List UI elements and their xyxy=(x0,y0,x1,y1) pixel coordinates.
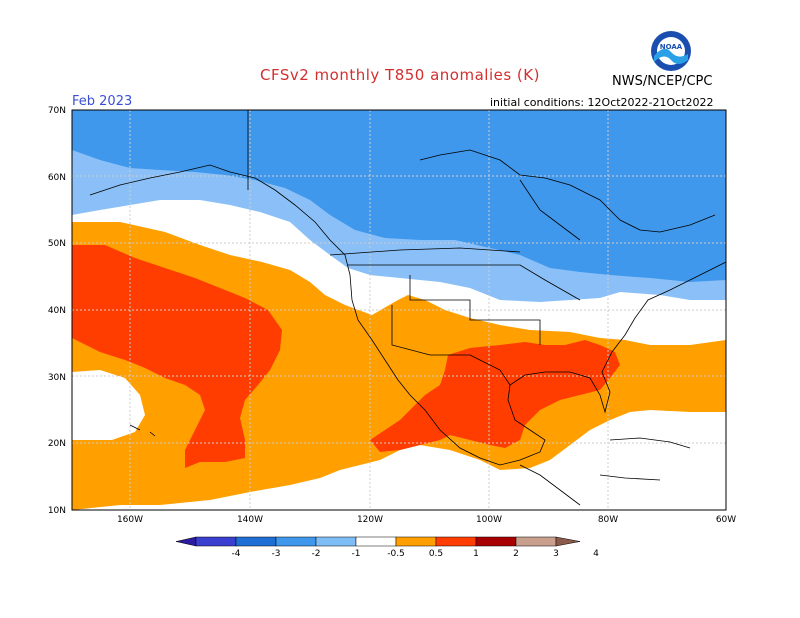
initial-conditions: initial conditions: 12Oct2022-21Oct2022 xyxy=(490,96,714,109)
warm-anomaly-red-pacific xyxy=(72,245,282,468)
lon-tick: 160W xyxy=(117,515,143,525)
lon-tick: 120W xyxy=(357,515,383,525)
cold-anomaly-mid xyxy=(72,110,726,282)
colorbar-swatch xyxy=(195,536,237,547)
colorbar-swatch xyxy=(475,536,517,547)
colorbar: -4 -3 -2 -1 -0.5 0.5 1 2 3 4 xyxy=(175,536,599,559)
colorbar-label: -3 xyxy=(272,549,281,559)
colorbar-label: 4 xyxy=(593,549,599,559)
lat-tick: 60N xyxy=(48,173,66,183)
colorbar-label: -1 xyxy=(352,549,361,559)
colorbar-swatch xyxy=(235,536,277,547)
lon-tick: 100W xyxy=(476,515,502,525)
lon-tick: 140W xyxy=(237,515,263,525)
colorbar-swatch xyxy=(355,536,397,547)
logo-text: NOAA xyxy=(660,43,683,51)
colorbar-swatch xyxy=(275,536,317,547)
colorbar-swatch xyxy=(315,536,357,547)
colorbar-label: 3 xyxy=(553,549,559,559)
grid xyxy=(72,110,726,510)
lon-tick: 80W xyxy=(598,515,618,525)
colorbar-label: -2 xyxy=(312,549,321,559)
colorbar-swatch xyxy=(515,536,557,547)
lon-tick: 60W xyxy=(716,515,736,525)
map-frame xyxy=(71,109,727,511)
lat-tick: 40N xyxy=(48,306,66,316)
lat-tick: 50N xyxy=(48,239,66,249)
colorbar-max-arrow xyxy=(555,536,581,547)
colorbar-label: -0.5 xyxy=(387,549,405,559)
map-title: CFSv2 monthly T850 anomalies (K) xyxy=(260,66,540,84)
lat-tick: 10N xyxy=(48,506,66,516)
colorbar-swatch xyxy=(435,536,477,547)
coastlines xyxy=(89,110,727,506)
colorbar-label: 0.5 xyxy=(429,549,443,559)
colorbar-label: 1 xyxy=(473,549,479,559)
colorbar-swatch xyxy=(395,536,437,547)
colorbar-label: -4 xyxy=(232,549,241,559)
colorbar-label: 2 xyxy=(513,549,519,559)
forecast-month: Feb 2023 xyxy=(72,94,133,109)
colorbar-min-arrow xyxy=(175,536,197,547)
noaa-logo: NOAA xyxy=(651,31,691,71)
lat-tick: 20N xyxy=(48,439,66,449)
warm-anomaly-red-land xyxy=(370,340,620,452)
lat-tick: 30N xyxy=(48,373,66,383)
agency-label: NWS/NCEP/CPC xyxy=(612,74,713,89)
lon-ticks: 160W 140W 120W 100W 80W 60W xyxy=(117,515,736,525)
lat-tick: 70N xyxy=(48,106,66,116)
anomaly-fields xyxy=(72,110,726,510)
lat-ticks: 70N 60N 50N 40N 30N 20N 10N xyxy=(48,106,66,516)
